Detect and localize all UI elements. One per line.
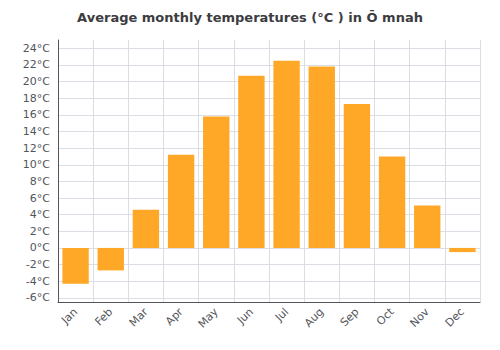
svg-text:20°C: 20°C [23, 75, 50, 88]
svg-text:Mar: Mar [127, 305, 151, 329]
svg-text:10°C: 10°C [23, 158, 50, 171]
svg-text:Jun: Jun [234, 305, 256, 327]
svg-text:Jul: Jul [272, 305, 291, 324]
svg-text:-6°C: -6°C [26, 291, 50, 304]
svg-text:8°C: 8°C [30, 175, 50, 188]
svg-text:18°C: 18°C [23, 92, 50, 105]
svg-text:Jan: Jan [58, 305, 80, 327]
svg-text:Average monthly temperatures (: Average monthly temperatures (°C ) in Ō … [77, 10, 423, 25]
svg-text:4°C: 4°C [30, 208, 50, 221]
svg-text:6°C: 6°C [30, 192, 50, 205]
svg-text:24°C: 24°C [23, 42, 50, 55]
svg-text:Aug: Aug [302, 305, 326, 329]
svg-text:0°C: 0°C [30, 241, 50, 254]
svg-text:Feb: Feb [92, 305, 115, 328]
svg-text:Nov: Nov [407, 305, 432, 330]
svg-text:Oct: Oct [374, 305, 397, 328]
svg-text:14°C: 14°C [23, 125, 50, 138]
svg-text:22°C: 22°C [23, 58, 50, 71]
svg-text:Sep: Sep [338, 305, 362, 329]
svg-text:-2°C: -2°C [26, 258, 50, 271]
svg-text:May: May [196, 305, 222, 331]
svg-text:2°C: 2°C [30, 225, 50, 238]
svg-text:Dec: Dec [443, 305, 467, 329]
svg-text:16°C: 16°C [23, 108, 50, 121]
svg-text:Apr: Apr [163, 305, 186, 328]
svg-text:12°C: 12°C [23, 142, 50, 155]
svg-text:-4°C: -4°C [26, 275, 50, 288]
